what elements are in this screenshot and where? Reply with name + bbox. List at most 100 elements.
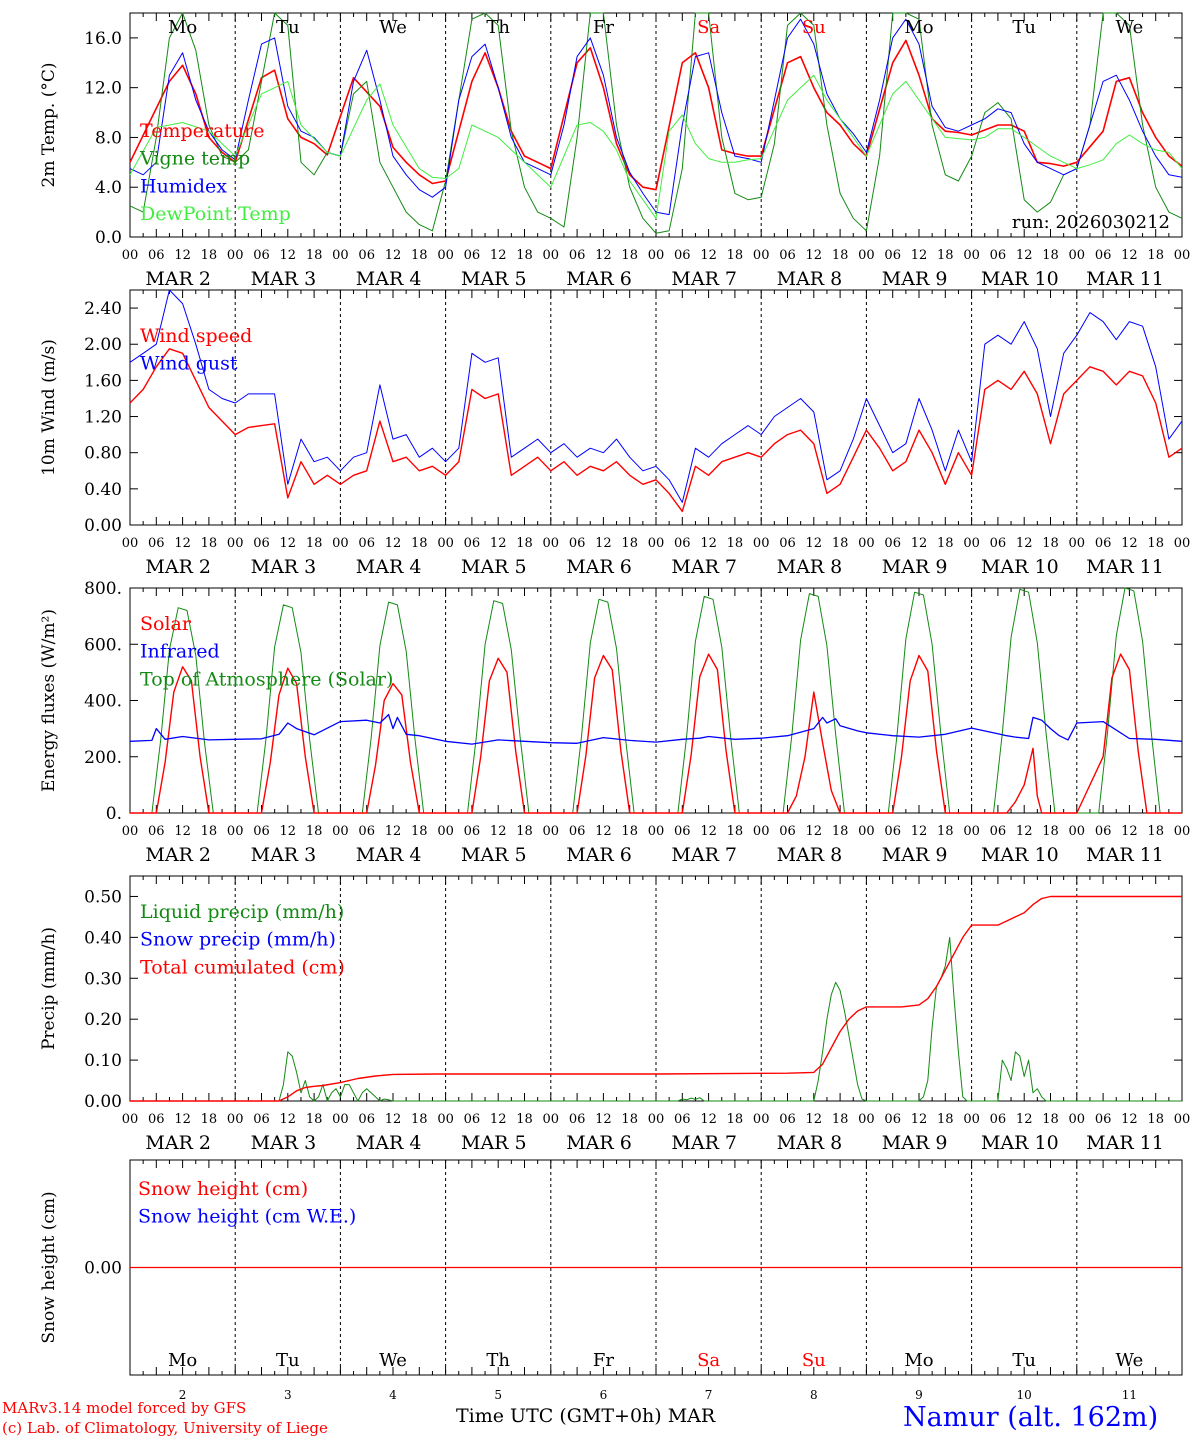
weekday-label-top: Th <box>486 17 510 38</box>
temp-hour-label: 18 <box>411 248 428 263</box>
precip-hour-label: 12 <box>280 1112 297 1127</box>
precip-legend-entry: Snow precip (mm/h) <box>140 929 336 951</box>
temp-hour-label: 00 <box>543 248 560 263</box>
temp-hour-label: 06 <box>358 248 375 263</box>
wind-hour-label: 00 <box>437 536 454 551</box>
temp-date-label: MAR 5 <box>461 268 527 290</box>
energy-hour-label: 00 <box>332 824 349 839</box>
energy-hour-label: 12 <box>385 824 402 839</box>
precip-hour-label: 06 <box>990 1112 1007 1127</box>
temp-hour-label: 12 <box>911 248 928 263</box>
temp-date-label: MAR 2 <box>145 268 211 290</box>
wind-hour-label: 06 <box>779 536 796 551</box>
energy-hour-label: 12 <box>595 824 612 839</box>
energy-hour-label: 18 <box>832 824 849 839</box>
precip-y-tick-label: 0.00 <box>84 1092 122 1112</box>
precip-hour-label: 00 <box>1069 1112 1086 1127</box>
energy-hour-label: 12 <box>700 824 717 839</box>
wind-hour-label: 18 <box>411 536 428 551</box>
weekday-label-bottom: Mo <box>168 1350 197 1371</box>
day-number-label: 5 <box>494 1388 502 1402</box>
energy-y-tick-label: 600. <box>84 635 122 655</box>
wind-legend-entry: Wind speed <box>140 325 252 347</box>
precip-hour-label: 06 <box>253 1112 270 1127</box>
wind-date-label: MAR 7 <box>671 556 737 578</box>
precip-date-label: MAR 5 <box>461 1132 527 1154</box>
energy-hour-label: 00 <box>1069 824 1086 839</box>
wind-series-wind-gust <box>129 289 1183 503</box>
wind-hour-label: 00 <box>1174 536 1191 551</box>
wind-hour-label: 00 <box>963 536 980 551</box>
energy-date-label: MAR 9 <box>882 844 948 866</box>
run-label: run: 2026030212 <box>1012 212 1170 233</box>
precip-hour-label: 00 <box>648 1112 665 1127</box>
temp-hour-label: 00 <box>1069 248 1086 263</box>
wind-hour-label: 00 <box>543 536 560 551</box>
day-number-label: 9 <box>915 1388 923 1402</box>
energy-date-label: MAR 2 <box>145 844 211 866</box>
weekday-label-top: We <box>379 17 407 38</box>
day-number-label: 3 <box>284 1388 292 1402</box>
temp-series-vigne-temp <box>129 12 1183 234</box>
temp-hour-label: 00 <box>648 248 665 263</box>
wind-hour-label: 12 <box>806 536 823 551</box>
precip-legend-entry: Total cumulated (cm) <box>140 956 345 978</box>
wind-hour-label: 18 <box>832 536 849 551</box>
precip-hour-label: 18 <box>516 1112 533 1127</box>
temp-hour-label: 00 <box>437 248 454 263</box>
energy-hour-label: 12 <box>911 824 928 839</box>
temp-hour-label: 18 <box>937 248 954 263</box>
energy-hour-label: 06 <box>253 824 270 839</box>
energy-hour-label: 06 <box>464 824 481 839</box>
weekday-label-top: Mo <box>168 17 197 38</box>
energy-hour-label: 06 <box>779 824 796 839</box>
energy-y-tick-label: 200. <box>84 748 122 768</box>
precip-hour-label: 00 <box>963 1112 980 1127</box>
energy-frame <box>129 587 1183 814</box>
wind-hour-label: 00 <box>332 536 349 551</box>
wind-legend-entry: Wind gust <box>140 353 238 375</box>
weekday-label-top: Fr <box>593 17 614 38</box>
weekday-label-top: Tu <box>276 17 300 38</box>
precip-series-total-cumulated-cm <box>130 895 1182 1102</box>
energy-hour-label: 12 <box>174 824 191 839</box>
energy-hour-label: 00 <box>648 824 665 839</box>
energy-date-label: MAR 10 <box>981 844 1059 866</box>
precip-y-tick-label: 0.50 <box>84 887 122 907</box>
day-number-label: 4 <box>389 1388 397 1402</box>
energy-hour-label: 18 <box>516 824 533 839</box>
energy-hour-label: 06 <box>358 824 375 839</box>
precip-hour-label: 12 <box>1016 1112 1033 1127</box>
wind-date-label: MAR 8 <box>777 556 843 578</box>
day-number-label: 10 <box>1017 1388 1032 1402</box>
energy-hour-label: 00 <box>543 824 560 839</box>
temp-hour-label: 18 <box>1147 248 1164 263</box>
wind-hour-label: 12 <box>1121 536 1138 551</box>
wind-date-label: MAR 3 <box>251 556 317 578</box>
temp-hour-label: 06 <box>779 248 796 263</box>
wind-y-tick-label: 0.40 <box>84 480 122 500</box>
wind-hour-label: 06 <box>569 536 586 551</box>
temp-hour-label: 18 <box>727 248 744 263</box>
wind-y-tick-label: 2.40 <box>84 299 122 319</box>
wind-hour-label: 00 <box>227 536 244 551</box>
precip-hour-label: 12 <box>595 1112 612 1127</box>
precip-hour-label: 12 <box>806 1112 823 1127</box>
wind-hour-label: 12 <box>490 536 507 551</box>
temp-hour-label: 00 <box>122 248 139 263</box>
wind-hour-label: 18 <box>621 536 638 551</box>
weekday-label-top: We <box>1116 17 1144 38</box>
energy-date-label: MAR 3 <box>251 844 317 866</box>
temp-hour-label: 00 <box>227 248 244 263</box>
energy-hour-label: 18 <box>411 824 428 839</box>
temp-hour-label: 12 <box>700 248 717 263</box>
day-number-label: 2 <box>179 1388 187 1402</box>
temp-hour-label: 06 <box>569 248 586 263</box>
wind-series-wind-speed <box>129 348 1183 513</box>
wind-hour-label: 00 <box>122 536 139 551</box>
day-number-label: 6 <box>600 1388 608 1402</box>
temp-hour-label: 00 <box>858 248 875 263</box>
wind-hour-label: 18 <box>306 536 323 551</box>
energy-legend-entry: Top of Atmosphere (Solar) <box>140 668 393 690</box>
temp-hour-label: 00 <box>332 248 349 263</box>
